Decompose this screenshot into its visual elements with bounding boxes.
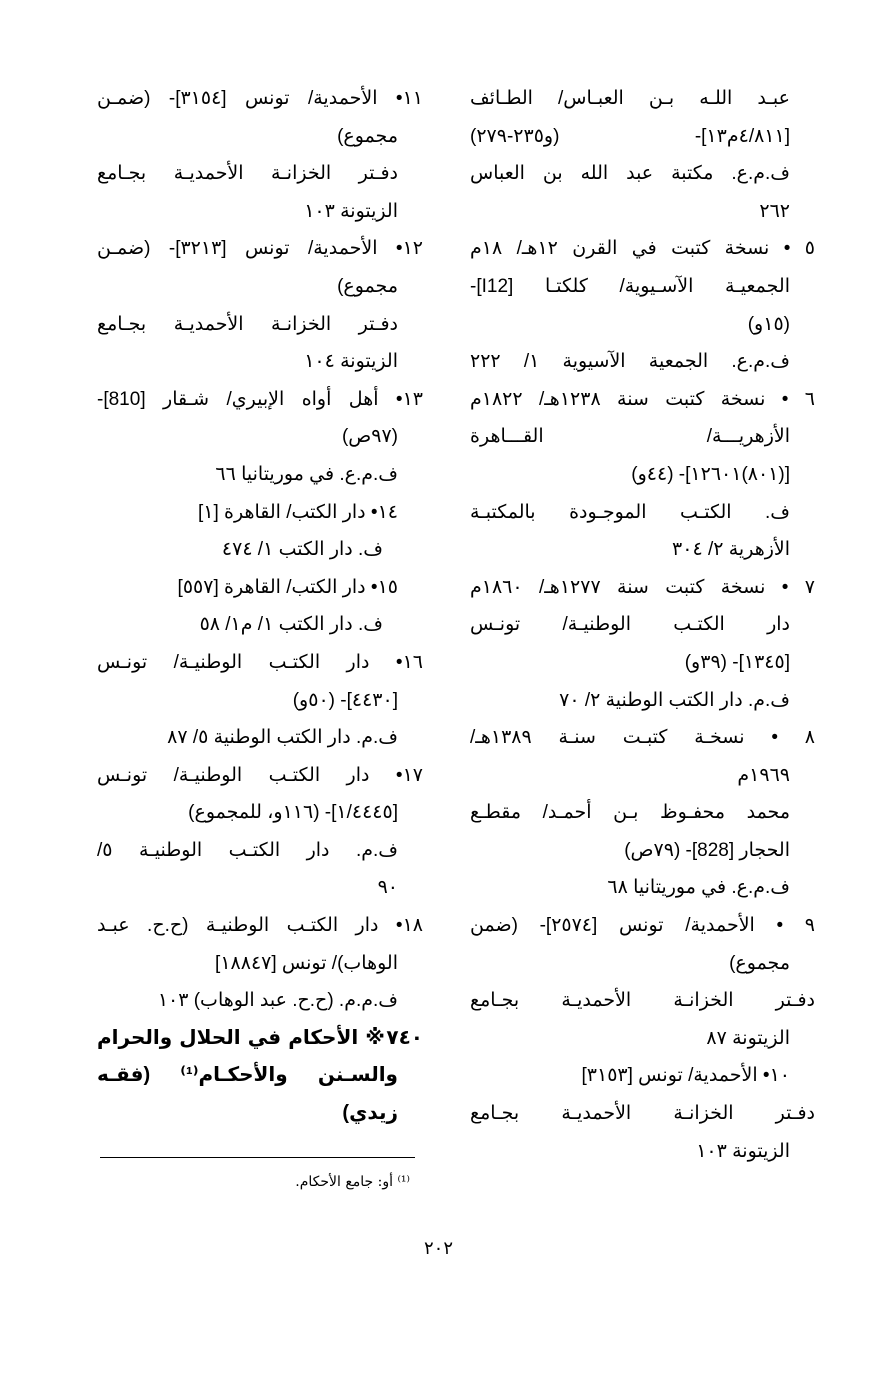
text-line: ف.م.ع. في موريتانيا ٦٦ bbox=[215, 463, 398, 485]
text-line: دفـتر الخزانـة الأحمديـة بجـامع bbox=[470, 1103, 815, 1125]
entry-line: ١٥• دار الكتب/ القاهرة [٥٥٧] bbox=[177, 576, 398, 598]
text-line: ٩٠ bbox=[377, 877, 398, 899]
right-column: عبـد اللـه بـن العبـاس/ الطـائف [٤/٨١١م١… bbox=[470, 80, 815, 1170]
text-line: عبـد اللـه بـن العبـاس/ الطـائف bbox=[470, 88, 790, 109]
entry-line: ١٦• دار الكتـب الوطنيـة/ تونـس bbox=[97, 651, 423, 673]
text-line: ف. الكتـب الموجـودة بالمكتبـة bbox=[470, 501, 790, 523]
text-line: ١٩٦٩م bbox=[737, 764, 790, 786]
text-line: الوهاب)/ تونس [١٨٨٤٧] bbox=[215, 952, 398, 974]
entry-title: زيدي) bbox=[342, 1102, 398, 1125]
entry-line: ٦ • نسخة كتبت سنة ١٢٣٨هـ/ ١٨٢٢م bbox=[470, 388, 815, 410]
text-line: [٤/٨١١م١٣]- (و٢٣٥-٢٧٩) bbox=[470, 125, 790, 147]
text-line: الزيتونة ١٠٣ bbox=[304, 200, 398, 222]
text-line: ٢٦٢ bbox=[759, 200, 790, 222]
entry-line: ٩ • الأحمدية/ تونس [٢٥٧٤]- (ضمن bbox=[470, 915, 816, 937]
entry-line: ٨ • نسخـة كتبـت سنـة ١٣٨٩هـ/ bbox=[470, 727, 815, 749]
text-line: دفـتر الخزانـة الأحمديـة بجـامع bbox=[97, 313, 398, 335]
text-line: ف.م. دار الكتب الوطنية ٥/ ٨٧ bbox=[167, 727, 398, 749]
text-line: دفـتر الخزانـة الأحمديـة بجـامع bbox=[97, 163, 398, 185]
text-line: دار الكتـب الوطنيـة/ تونـس bbox=[470, 614, 790, 636]
entry-line: ١٧• دار الكتـب الوطنيـة/ تونـس bbox=[97, 764, 423, 786]
text-line: ف.م. دار الكتب الوطنية ٢/ ٧٠ bbox=[559, 689, 790, 711]
entry-line: ٧ • نسخة كتبت سنة ١٢٧٧هـ/ ١٨٦٠م bbox=[470, 576, 815, 598]
text-line: [١٣٤٥]- (٣٩و) bbox=[684, 651, 790, 673]
text-line: محمد محفـوظ بـن أحمـد/ مقطـع bbox=[470, 802, 790, 824]
text-line: (١٥و) bbox=[747, 313, 790, 335]
entry-title: ٧٤٠※ الأحكام في الحلال والحرام bbox=[97, 1026, 423, 1049]
entry-line: ١٣• أهل أواه الإبيري/ شـقار [810]- bbox=[97, 388, 423, 410]
text-line: ف.م.ع. في موريتانيا ٦٨ bbox=[607, 877, 790, 899]
text-line: الجمعيـة الآسـيوية/ كلكتـا [I12]- bbox=[470, 275, 790, 297]
entry-line: ١٨• دار الكتـب الوطنيـة (ح.ح. عبـد bbox=[97, 915, 423, 937]
text-line: الزيتونة ٨٧ bbox=[706, 1027, 790, 1049]
entry-line: ١٢• الأحمدية/ تونس [٣٢١٣]- (ضمـن bbox=[97, 238, 423, 260]
text-line: دفـتر الخزانـة الأحمديـة بجـامع bbox=[470, 990, 815, 1012]
entry-line: ١١• الأحمدية/ تونس [٣١٥٤]- (ضمـن bbox=[97, 88, 423, 109]
text-line: الزيتونة ١٠٣ bbox=[696, 1140, 790, 1162]
text-line: [(٨٠١)١٢٦٠١]- (٤٤و) bbox=[631, 463, 790, 485]
page-number: ٢٠٢ bbox=[424, 1238, 454, 1258]
text-line: الحجار [828]- (٧٩ص) bbox=[624, 839, 790, 861]
text-line: مجموع) bbox=[729, 952, 790, 974]
text-line: مجموع) bbox=[337, 275, 398, 297]
text-line: الزيتونة ١٠٤ bbox=[304, 351, 398, 373]
left-column: ١١• الأحمدية/ تونس [٣١٥٤]- (ضمـن مجموع) … bbox=[97, 80, 423, 1133]
text-line: الأزهرية ٢/ ٣٠٤ bbox=[672, 539, 790, 561]
footnote-divider bbox=[100, 1157, 415, 1158]
text-line: ف. دار الكتب ١/ م١/ ٥٨ bbox=[199, 614, 383, 636]
text-line: ف.م.ع. مكتبة عبد الله بن العباس bbox=[470, 163, 790, 185]
entry-line: ١٠• الأحمدية/ تونس [٣١٥٣] bbox=[581, 1065, 790, 1087]
text-line: مجموع) bbox=[337, 125, 398, 147]
entry-line: ١٤• دار الكتب/ القاهرة [١] bbox=[197, 501, 398, 523]
text-line: ف. دار الكتب ١/ ٤٧٤ bbox=[221, 539, 383, 561]
entry-title: والسـنن والأحكـام⁽¹⁾ (فقـه bbox=[97, 1064, 398, 1087]
text-line: ف.م.م. (ح.ح. عبد الوهاب) ١٠٣ bbox=[157, 990, 398, 1012]
entry-line: ٥ • نسخة كتبت في القرن ١٢هـ/ ١٨م bbox=[470, 238, 815, 260]
text-line: الأزهريـــة/ القـــاهرة bbox=[470, 426, 790, 448]
text-line: ف.م.ع. الجمعية الآسيوية ١/ ٢٢٢ bbox=[470, 351, 791, 373]
text-line: [٤٤٣٠]- (٥٠و) bbox=[292, 689, 398, 711]
text-line: (٩٧ص) bbox=[341, 426, 398, 448]
footnote: ⁽¹⁾ أو: جامع الأحكام. bbox=[295, 1174, 410, 1190]
text-line: ف.م. دار الكتـب الوطنيـة ٥/ bbox=[97, 839, 398, 861]
text-line: [١/٤٤٤٥]- (١١٦و، للمجموع) bbox=[188, 802, 398, 824]
